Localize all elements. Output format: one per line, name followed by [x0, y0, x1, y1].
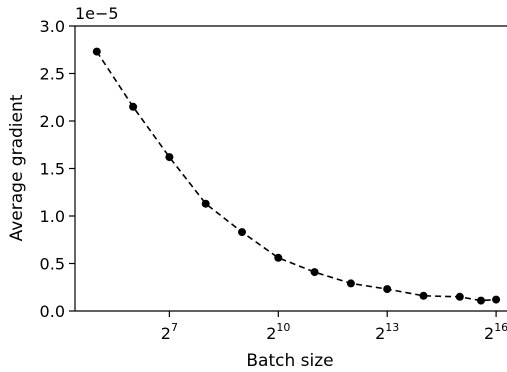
- x-tick-label: 210: [266, 321, 290, 343]
- data-point: [238, 228, 246, 237]
- y-tick-label: 0.0: [40, 302, 65, 321]
- series-line-group: [92, 47, 501, 305]
- x-axis-label: Batch size: [246, 351, 333, 371]
- data-point: [477, 296, 485, 305]
- x-tick-label: 213: [375, 321, 399, 343]
- axes: 0.0 0.5 1.0 1.5 2.0 2.5 3.0 27 210 213 216: [40, 17, 507, 343]
- data-point: [129, 102, 138, 111]
- y-tick-label: 1.0: [40, 207, 65, 226]
- data-point: [455, 292, 464, 301]
- y-offset-label: 1e−5: [75, 4, 119, 23]
- series-line: [96, 51, 497, 302]
- data-point: [165, 153, 174, 162]
- y-tick-label: 0.5: [40, 255, 65, 274]
- x-tick-label: 216: [484, 321, 507, 343]
- data-point: [346, 279, 355, 288]
- y-tick-label: 3.0: [40, 17, 65, 36]
- y-tick-label: 1.5: [40, 160, 65, 179]
- data-point: [383, 285, 392, 294]
- data-point: [92, 47, 101, 56]
- x-tick-label: 27: [161, 321, 178, 343]
- data-point: [310, 268, 319, 277]
- data-point: [201, 199, 210, 208]
- y-tick-label: 2.0: [40, 112, 65, 131]
- data-point: [274, 253, 283, 262]
- y-tick-label: 2.5: [40, 65, 65, 84]
- data-point: [492, 295, 501, 304]
- y-axis-label: Average gradient: [7, 94, 27, 241]
- data-point: [419, 291, 428, 300]
